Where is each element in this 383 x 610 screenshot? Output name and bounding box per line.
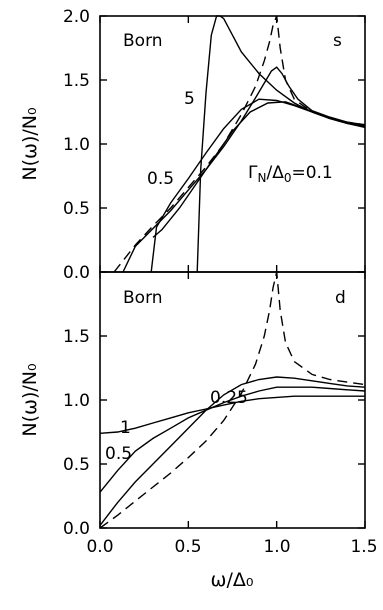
y-tick-label-s-1: 0.5 — [63, 199, 90, 219]
y-tick-label-d-3: 1.5 — [63, 327, 90, 347]
d-y-axis-title: N(ω)/N₀ — [19, 363, 41, 436]
y-tick-label-s-2: 1.0 — [63, 135, 90, 155]
s-series-line-3 — [152, 101, 366, 238]
d-curve-label-0.25: 0.25 — [210, 388, 248, 408]
y-tick-label-s-0: 0.0 — [63, 263, 90, 283]
s-curve-label-5: 5 — [184, 89, 195, 109]
y-tick-label-d-1: 0.5 — [63, 455, 90, 475]
x-tick-label-1: 0.5 — [174, 537, 201, 557]
x-axis-title: ω/Δ₀ — [211, 569, 254, 591]
x-tick-label-3: 1.5 — [350, 537, 377, 557]
s-series-line-4 — [196, 15, 366, 273]
y-tick-label-s-3: 1.5 — [63, 71, 90, 91]
s-scheme-label: Born — [123, 31, 163, 51]
d-curve-label-0.5: 0.5 — [105, 444, 132, 464]
d-curve-label-1: 1 — [120, 418, 131, 438]
d-series-line-0 — [99, 271, 366, 529]
s-curve-label-0.5: 0.5 — [147, 169, 174, 189]
s-series-line-0 — [113, 15, 366, 273]
s-y-axis-title: N(ω)/N₀ — [19, 107, 41, 180]
s-axis-ticks — [99, 15, 366, 273]
d-wave-panel: 0.0 0.5 1.0 1.5 N(ω)/N₀ 0.0 0.5 1.0 1.5 … — [19, 271, 378, 591]
d-symmetry-label: d — [335, 288, 346, 308]
d-curves — [99, 271, 366, 529]
d-series-line-3 — [99, 395, 365, 434]
y-tick-label-s-4: 2.0 — [63, 7, 90, 27]
s-series-line-2 — [150, 98, 366, 273]
d-scheme-label: Born — [123, 288, 163, 308]
s-symmetry-label: s — [333, 31, 342, 51]
d-series-line-2 — [99, 386, 366, 493]
x-tick-label-0: 0.0 — [86, 537, 113, 557]
y-tick-label-d-0: 0.0 — [63, 519, 90, 539]
d-series-line-1 — [99, 376, 366, 526]
x-tick-label-2: 1.0 — [263, 537, 290, 557]
s-wave-panel: 0.0 0.5 1.0 1.5 2.0 N(ω)/N₀ Born s 5 0.5… — [19, 7, 366, 283]
s-panel-frame — [99, 15, 366, 273]
s-gamma-label: ΓN/Δ0=0.1 — [248, 163, 333, 185]
y-tick-label-d-2: 1.0 — [63, 391, 90, 411]
s-curves — [113, 15, 366, 273]
